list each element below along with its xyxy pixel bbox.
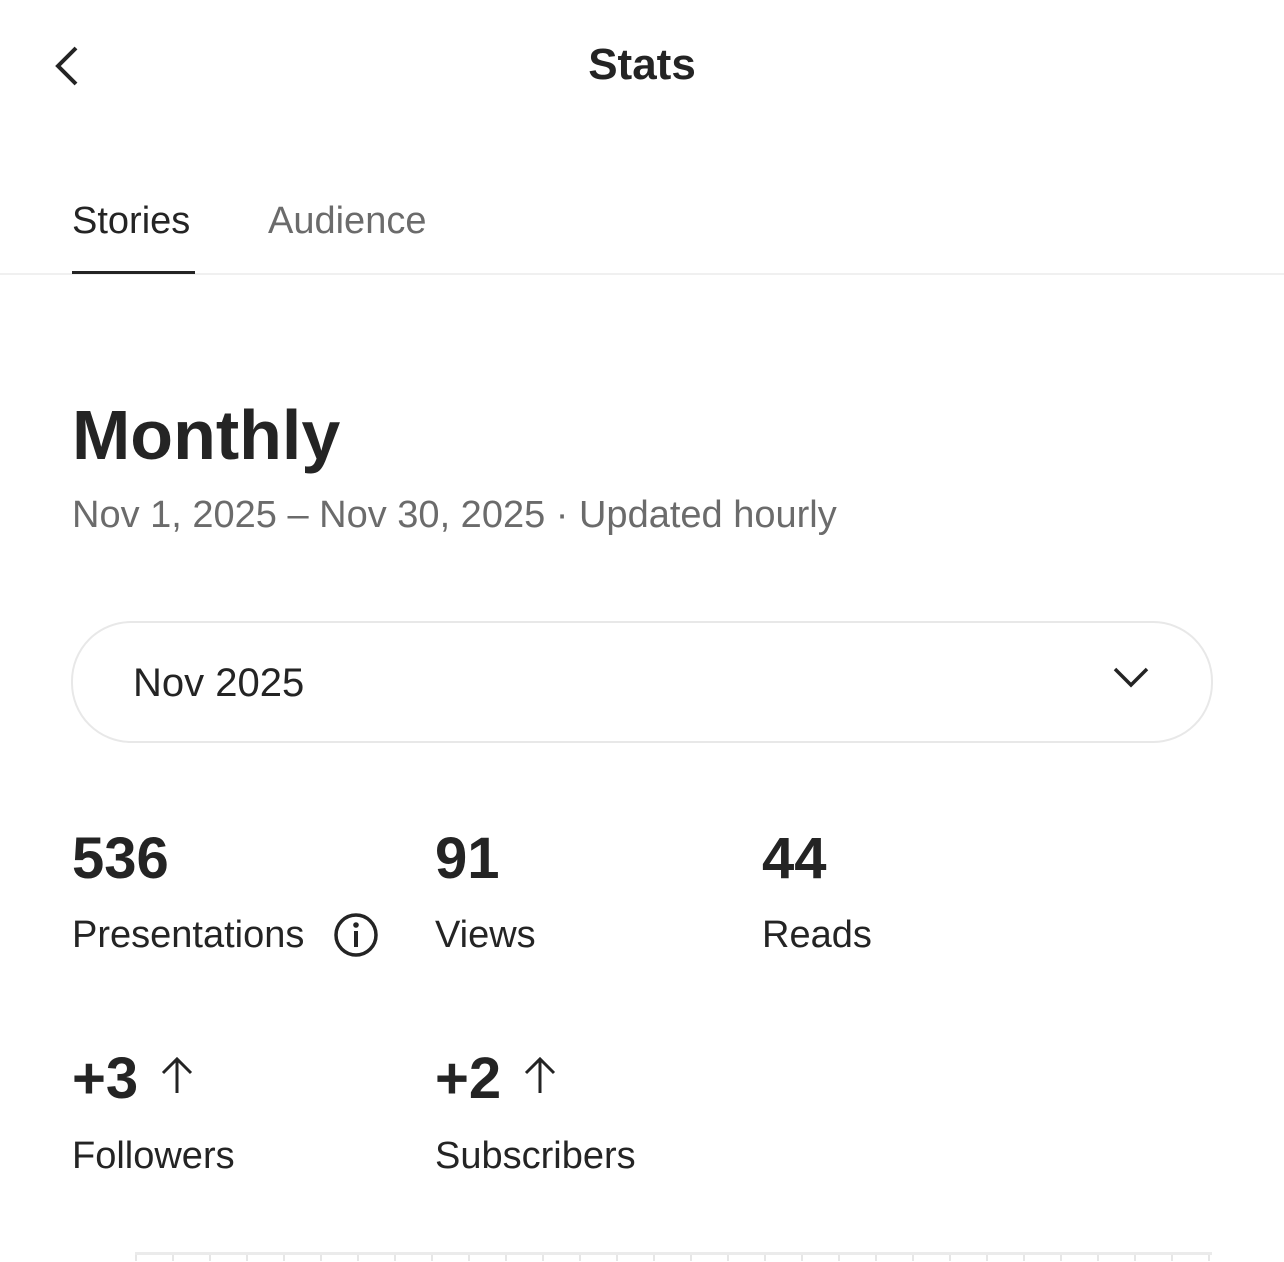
grid-tick <box>653 1255 655 1261</box>
grid-tick <box>468 1255 470 1261</box>
grid-tick <box>801 1255 803 1261</box>
date-range: Nov 1, 2025 – Nov 30, 2025 · Updated hou… <box>72 494 837 536</box>
tabs-divider <box>0 273 1284 275</box>
chart-grid-top <box>135 1252 1212 1262</box>
grid-tick <box>1097 1255 1099 1261</box>
stat-label-reads: Reads <box>762 914 872 956</box>
stat-value-subscribers: +2 <box>435 1046 502 1111</box>
grid-tick <box>135 1255 137 1261</box>
page-title: Stats <box>588 40 696 89</box>
grid-tick <box>431 1255 433 1261</box>
back-button[interactable] <box>48 40 88 92</box>
grid-tick <box>949 1255 951 1261</box>
grid-tick <box>283 1255 285 1261</box>
period-select[interactable]: Nov 2025 <box>71 621 1213 743</box>
grid-tick <box>1134 1255 1136 1261</box>
grid-tick <box>727 1255 729 1261</box>
stat-value-reads: 44 <box>762 826 827 891</box>
grid-tick <box>209 1255 211 1261</box>
chevron-down-icon <box>1113 667 1149 688</box>
info-icon[interactable] <box>333 912 379 958</box>
grid-tick <box>912 1255 914 1261</box>
stat-value-followers: +3 <box>72 1046 139 1111</box>
grid-tick <box>172 1255 174 1261</box>
stat-label-views: Views <box>435 914 536 956</box>
stat-value-presentations: 536 <box>72 826 169 891</box>
stat-value-views: 91 <box>435 826 500 891</box>
grid-tick <box>1023 1255 1025 1261</box>
grid-tick <box>875 1255 877 1261</box>
grid-tick <box>838 1255 840 1261</box>
arrow-up-icon <box>524 1056 556 1093</box>
active-tab-indicator <box>72 271 195 274</box>
stat-label-subscribers: Subscribers <box>435 1135 636 1177</box>
grid-tick <box>357 1255 359 1261</box>
stat-label-presentations: Presentations <box>72 914 305 956</box>
grid-tick <box>986 1255 988 1261</box>
grid-tick <box>690 1255 692 1261</box>
grid-tick <box>394 1255 396 1261</box>
grid-tick <box>1171 1255 1173 1261</box>
grid-tick <box>1208 1255 1210 1261</box>
grid-tick <box>579 1255 581 1261</box>
tab-audience[interactable]: Audience <box>268 200 427 242</box>
period-select-value: Nov 2025 <box>133 661 305 705</box>
section-heading: Monthly <box>72 396 341 474</box>
grid-tick <box>246 1255 248 1261</box>
stat-label-followers: Followers <box>72 1135 235 1177</box>
grid-tick <box>616 1255 618 1261</box>
grid-tick <box>542 1255 544 1261</box>
grid-tick <box>505 1255 507 1261</box>
grid-tick <box>320 1255 322 1261</box>
chevron-left-icon <box>55 46 78 86</box>
tab-stories[interactable]: Stories <box>72 200 191 242</box>
arrow-up-icon <box>161 1056 193 1093</box>
grid-tick <box>764 1255 766 1261</box>
grid-tick <box>1060 1255 1062 1261</box>
